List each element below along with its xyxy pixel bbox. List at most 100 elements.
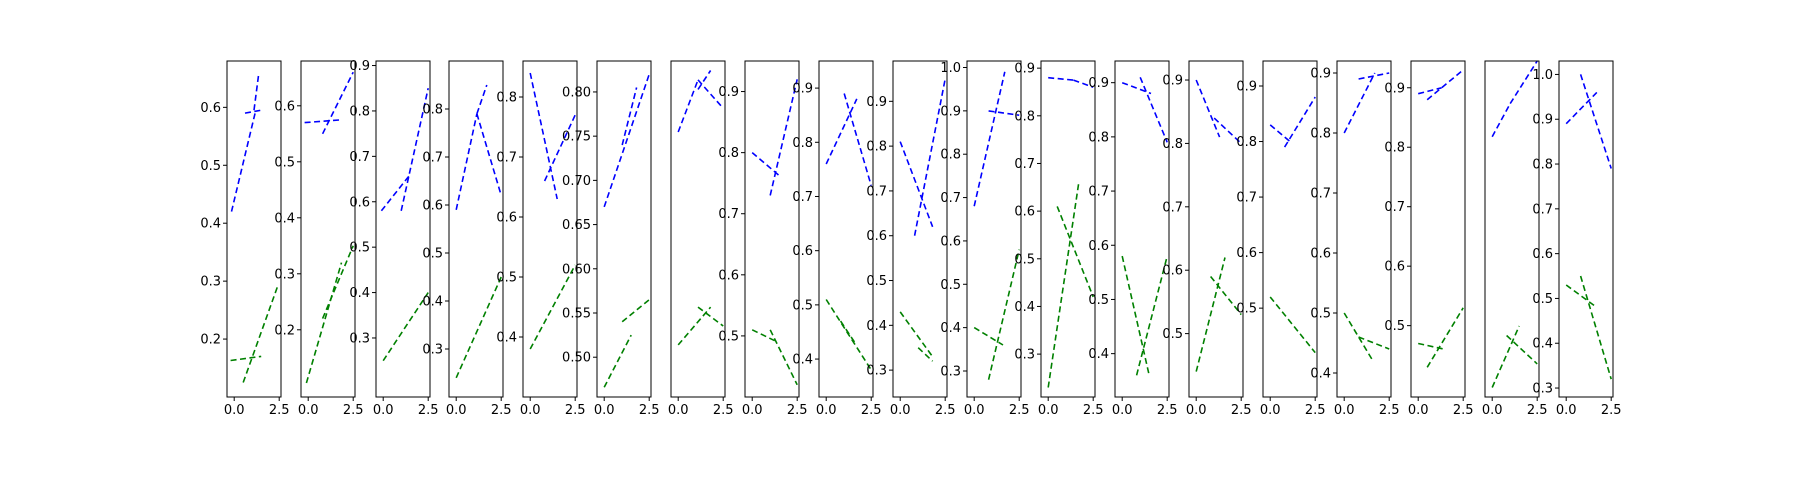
series-blue-line-1	[899, 141, 934, 228]
series-green-line-2	[1056, 206, 1094, 298]
y-tick-label: 0.5	[1310, 307, 1331, 322]
series-green-line-1	[1195, 257, 1226, 372]
y-tick-label: 0.8	[349, 104, 370, 119]
series-blue-line-2	[1358, 72, 1390, 80]
y-tick-label: 0.4	[496, 331, 517, 346]
series-blue-line-2	[1283, 96, 1316, 148]
subplot-1: 0.0 2.5 0.2 0.3 0.4 0.5 0.6	[200, 60, 290, 418]
subplot-2: 0.0 2.5 0.2 0.3 0.4 0.5 0.6	[274, 60, 364, 418]
series-green-line-1	[825, 299, 872, 371]
y-tick-label: 0.8	[866, 140, 887, 155]
y-tick-label: 0.6	[349, 195, 370, 210]
series-blue-line-1	[1418, 87, 1442, 95]
axes-frame	[1114, 60, 1170, 398]
y-tick-label: 0.4	[792, 353, 813, 368]
series-green-line-1	[1269, 296, 1316, 354]
series-blue-line-1	[380, 174, 411, 212]
y-tick-label: 0.9	[792, 82, 813, 97]
y-tick-label: 0.9	[349, 59, 370, 74]
y-tick-label: 0.3	[1014, 348, 1035, 363]
series-blue-line-1	[825, 98, 858, 165]
y-tick-label: 0.5	[1236, 302, 1257, 317]
y-tick-label: 0.6	[1088, 239, 1109, 254]
x-tick-label: 2.5	[1601, 403, 1622, 418]
x-tick-label: 2.5	[787, 403, 808, 418]
subplot-16: 0.0 2.5 0.4 0.5 0.6 0.7 0.8 0.9	[1310, 60, 1400, 418]
series-blue-line-2	[1213, 117, 1242, 144]
y-tick-label: 0.8	[940, 148, 961, 163]
y-tick-label: 0.6	[866, 229, 887, 244]
y-tick-label: 0.50	[562, 351, 591, 366]
y-tick-label: 0.8	[422, 103, 443, 118]
series-blue-line-1	[1491, 103, 1511, 138]
y-tick-label: 0.4	[1014, 300, 1035, 315]
x-tick-label: 0.0	[1260, 403, 1281, 418]
series-blue-line-2	[1509, 60, 1538, 105]
axes-frame	[818, 60, 874, 398]
y-tick-label: 0.8	[1310, 127, 1331, 142]
x-tick-label: 2.5	[1453, 403, 1474, 418]
series-blue-line-1	[1269, 124, 1291, 143]
x-tick-label: 0.0	[742, 403, 763, 418]
subplot-3: 0.0 2.5 0.3 0.4 0.5 0.6 0.7 0.8 0.9	[349, 59, 438, 418]
y-tick-label: 0.4	[940, 321, 961, 336]
x-tick-label: 2.5	[713, 403, 734, 418]
series-green-line-2	[1209, 275, 1242, 316]
y-tick-label: 0.65	[562, 218, 591, 233]
x-tick-label: 0.0	[1556, 403, 1577, 418]
axes-frame	[1336, 60, 1392, 398]
y-tick-label: 0.8	[1236, 135, 1257, 150]
y-tick-label: 0.6	[1236, 246, 1257, 261]
series-blue-line-2	[988, 110, 1020, 116]
subplot-10: 0.0 2.5 0.3 0.4 0.5 0.6 0.7 0.8 0.9	[866, 60, 956, 418]
y-tick-label: 0.8	[1532, 158, 1553, 173]
series-blue-line-2	[697, 79, 724, 109]
y-tick-label: 0.6	[940, 234, 961, 249]
x-tick-label: 0.0	[1112, 403, 1133, 418]
y-tick-label: 0.5	[866, 274, 887, 289]
series-blue-line-1	[973, 71, 1006, 207]
y-tick-label: 0.8	[1014, 109, 1035, 124]
y-tick-label: 0.5	[200, 159, 221, 174]
y-tick-label: 1.0	[1532, 68, 1553, 83]
y-tick-label: 0.7	[1532, 202, 1553, 217]
x-tick-label: 0.0	[594, 403, 615, 418]
x-tick-label: 2.5	[861, 403, 882, 418]
y-tick-label: 0.80	[562, 85, 591, 100]
axes-frame	[744, 60, 800, 398]
series-blue-line-2	[769, 79, 798, 196]
y-tick-label: 0.8	[496, 91, 517, 106]
subplot-7: 0.0 2.5	[668, 60, 734, 418]
series-green-line-1	[1121, 255, 1150, 376]
series-blue-line-3	[253, 75, 260, 111]
y-tick-label: 0.60	[562, 262, 591, 277]
x-tick-label: 0.0	[1482, 403, 1503, 418]
series-blue-line-2	[1579, 74, 1612, 169]
series-blue-line-1	[455, 113, 478, 210]
y-tick-label: 0.7	[422, 151, 443, 166]
series-green-line-1	[1047, 182, 1080, 388]
series-green-line-2	[839, 320, 856, 344]
axes-frame	[375, 60, 431, 398]
series-green-line-1	[529, 264, 576, 350]
y-tick-label: 0.5	[422, 247, 443, 262]
y-tick-label: 0.3	[200, 275, 221, 290]
y-tick-label: 1.0	[940, 61, 961, 76]
y-tick-label: 0.6	[792, 244, 813, 259]
y-tick-label: 0.9	[940, 104, 961, 119]
y-tick-label: 0.75	[562, 130, 591, 145]
x-tick-label: 0.0	[224, 403, 245, 418]
axes-frame	[1410, 60, 1466, 398]
axes-frame	[522, 60, 578, 398]
y-tick-label: 0.4	[349, 286, 370, 301]
series-green-line-1	[751, 329, 778, 343]
y-tick-label: 0.7	[1310, 187, 1331, 202]
y-tick-label: 0.5	[718, 329, 739, 344]
y-tick-label: 0.5	[792, 298, 813, 313]
axes-frame	[966, 60, 1022, 398]
y-tick-label: 0.6	[422, 199, 443, 214]
series-green-line-2	[1135, 255, 1168, 376]
y-tick-label: 0.5	[1532, 292, 1553, 307]
x-tick-label: 2.5	[1157, 403, 1178, 418]
